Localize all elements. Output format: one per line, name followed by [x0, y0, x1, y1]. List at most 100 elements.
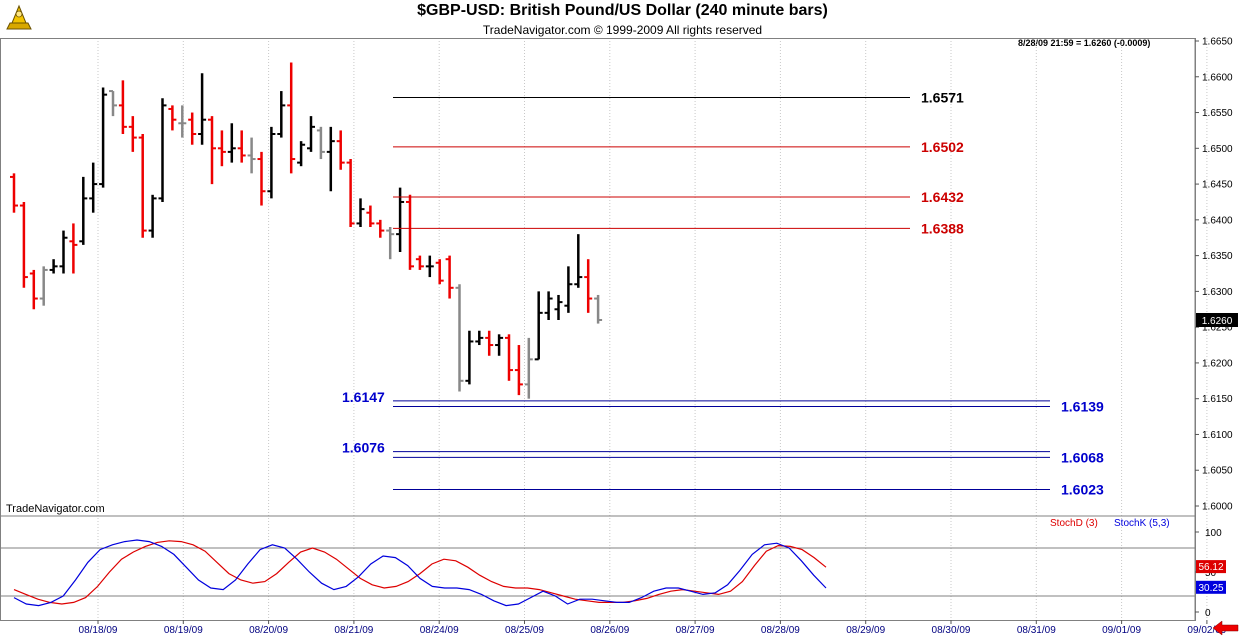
ohlc-bar [267, 126, 276, 199]
ohlc-bar [49, 259, 58, 274]
ohlc-bar [39, 266, 48, 306]
x-tick-label: 08/18/09 [79, 625, 118, 636]
y-tick-label: 1.6150 [1202, 394, 1233, 405]
ohlc-bar [316, 126, 325, 160]
level-label: 1.6432 [921, 189, 964, 205]
x-tick-label: 08/26/09 [590, 625, 629, 636]
ohlc-bar [59, 230, 68, 274]
ohlc-bar [297, 141, 306, 167]
level-label: 1.6023 [1061, 482, 1104, 498]
ohlc-bar [158, 98, 167, 202]
x-tick-label: 08/20/09 [249, 625, 288, 636]
y-tick-label: 1.6400 [1202, 215, 1233, 226]
y-tick-label: 1.6550 [1202, 108, 1233, 119]
copyright-text: TradeNavigator.com © 1999-2009 All right… [482, 23, 763, 37]
ohlc-bar [237, 130, 246, 163]
ohlc-bar [99, 87, 108, 188]
stochastic-panel: StochD (3) StochK (5,3) [0, 518, 1195, 607]
y-tick-label: 1.6100 [1202, 430, 1233, 441]
level-label: 1.6147 [342, 389, 385, 405]
plot-frame [0, 38, 1196, 621]
price-readout: 8/28/09 21:59 = 1.6260 (-0.0009) [1018, 38, 1151, 48]
ohlc-bar [544, 291, 553, 320]
trade-navigator-logo-icon [4, 3, 34, 33]
y-tick-label: 1.6300 [1202, 287, 1233, 298]
ohlc-bar [574, 234, 583, 288]
y-tick-label: 1.6450 [1202, 180, 1233, 191]
level-label: 1.6571 [921, 90, 964, 106]
x-tick-label: 08/27/09 [676, 625, 715, 636]
y-tick-label: 1.6000 [1202, 502, 1233, 513]
osc-y-tick-label: 100 [1205, 528, 1222, 539]
ohlc-bar [307, 116, 315, 152]
ohlc-bar [356, 198, 365, 227]
ohlc-bar [524, 337, 533, 399]
stochd-legend: StochD (3) [1050, 518, 1098, 529]
watermark-text: TradeNavigator.com [6, 503, 105, 515]
ohlc-bar [10, 173, 18, 213]
level-label: 1.6502 [921, 139, 964, 155]
ohlc-bar [287, 62, 296, 174]
osc-y-tick-label: 0 [1205, 608, 1211, 619]
axes: 08/18/09 08/19/09 08/20/09 08/21/09 08/24/09… [0, 37, 1239, 636]
ohlc-bar [564, 266, 573, 313]
osc-y-tick-label: 50 [1205, 568, 1217, 579]
y-tick-label: 1.6200 [1202, 358, 1233, 369]
level-lines: 1.6571 1.6502 1.6432 1.6388 1.6147 1.6139 1.60… [342, 90, 1104, 498]
ohlc-bar [29, 269, 38, 310]
ohlc-bar [118, 80, 127, 134]
ohlc-bar [396, 187, 405, 253]
ohlc-bar [148, 194, 157, 238]
ohlc-bar [198, 73, 207, 145]
x-tick-label: 08/25/09 [505, 625, 544, 636]
stochk-legend: StochK (5,3) [1114, 518, 1170, 529]
stochd-value-box [1196, 560, 1226, 574]
stochk-line [13, 539, 827, 607]
ohlc-bar [425, 255, 434, 278]
ohlc-bar [475, 330, 484, 346]
ohlc-bar [554, 294, 563, 320]
ohlc-bar [277, 91, 286, 138]
price-bars [10, 62, 603, 399]
x-tick-label: 08/21/09 [334, 625, 373, 636]
y-tick-label: 1.6050 [1202, 466, 1233, 477]
ohlc-bar [465, 330, 474, 385]
ohlc-bar [188, 112, 197, 145]
chart-title: $GBP-USD: British Pound/US Dollar (240 m… [417, 2, 828, 19]
last-price-box [1196, 313, 1238, 327]
x-tick-label: 08/24/09 [420, 625, 459, 636]
ohlc-bar [366, 205, 375, 227]
ohlc-bar [326, 126, 335, 192]
ohlc-bar [376, 219, 385, 238]
ohlc-bar [594, 294, 603, 324]
ohlc-bar [495, 334, 504, 356]
ohlc-bar [178, 105, 187, 138]
last-price-label: 1.6260 [1202, 316, 1233, 327]
ohlc-bar [455, 284, 464, 392]
ohlc-bar [386, 227, 395, 260]
ohlc-bar [247, 137, 256, 174]
x-tick-label: 09/01/09 [1102, 625, 1141, 636]
level-label: 1.6139 [1061, 399, 1104, 415]
ohlc-bar [505, 334, 513, 381]
ohlc-bar [138, 134, 147, 238]
ohlc-bar [208, 116, 216, 185]
ohlc-bar [217, 130, 226, 167]
ohlc-bar [584, 259, 593, 313]
grid-lines [97, 38, 1208, 620]
y-tick-label: 1.6250 [1202, 323, 1233, 334]
x-tick-label: 08/31/09 [1017, 625, 1056, 636]
level-label: 1.6076 [342, 440, 385, 456]
y-tick-label: 1.6600 [1202, 72, 1233, 83]
ohlc-bar [69, 223, 78, 274]
x-tick-label: 09/02/09 [1187, 625, 1226, 636]
scroll-left-arrow-icon[interactable] [1212, 620, 1239, 636]
ohlc-bar [445, 255, 454, 299]
x-tick-label: 08/29/09 [846, 625, 885, 636]
ohlc-bar [19, 201, 28, 288]
y-tick-label: 1.6500 [1202, 144, 1233, 155]
ohlc-bar [79, 176, 88, 245]
ohlc-bar [534, 291, 543, 361]
x-tick-label: 08/30/09 [932, 625, 971, 636]
